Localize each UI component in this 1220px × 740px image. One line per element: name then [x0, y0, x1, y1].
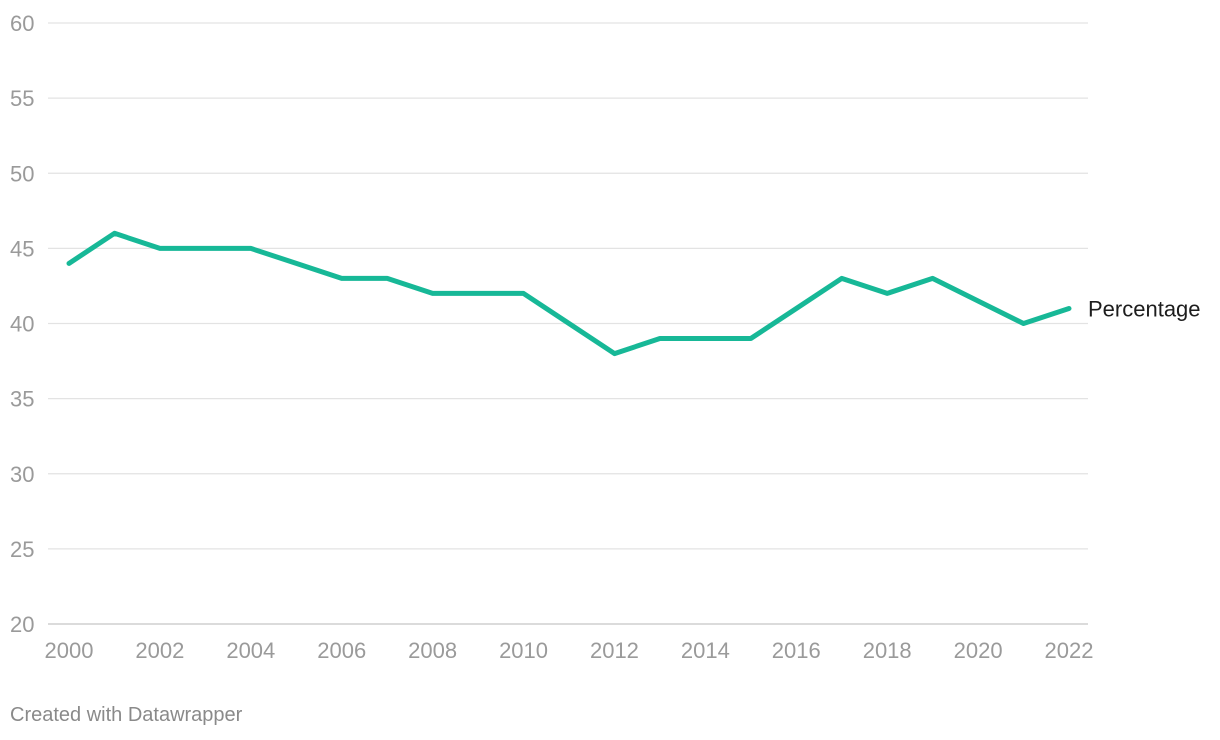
data-point[interactable] [202, 245, 208, 251]
data-point[interactable] [702, 336, 708, 342]
data-point[interactable] [566, 321, 572, 327]
y-tick-label: 35 [10, 387, 34, 412]
series-label: Percentage [1088, 296, 1201, 321]
y-tick-label: 45 [10, 236, 34, 261]
data-point[interactable] [1021, 321, 1027, 327]
x-tick-label: 2000 [45, 638, 94, 663]
x-tick-label: 2008 [408, 638, 457, 663]
x-tick-label: 2014 [681, 638, 730, 663]
x-tick-label: 2022 [1045, 638, 1094, 663]
x-tick-label: 2010 [499, 638, 548, 663]
data-point[interactable] [248, 245, 254, 251]
data-point[interactable] [157, 245, 163, 251]
data-point[interactable] [748, 336, 754, 342]
data-point[interactable] [657, 336, 663, 342]
data-point[interactable] [293, 260, 299, 266]
series-line[interactable] [66, 230, 1072, 357]
data-point[interactable] [839, 275, 845, 281]
data-point[interactable] [793, 305, 799, 311]
data-point[interactable] [975, 298, 981, 304]
x-tick-label: 2012 [590, 638, 639, 663]
series-layer: Percentage [66, 230, 1201, 357]
data-point[interactable] [884, 290, 890, 296]
y-tick-label: 40 [10, 312, 34, 337]
data-point[interactable] [475, 290, 481, 296]
y-tick-label: 50 [10, 161, 34, 186]
x-tick-label: 2004 [226, 638, 275, 663]
data-point[interactable] [930, 275, 936, 281]
y-tick-label: 20 [10, 612, 34, 637]
data-point[interactable] [611, 351, 617, 357]
data-point[interactable] [1066, 305, 1072, 311]
x-tick-label: 2020 [954, 638, 1003, 663]
data-point[interactable] [384, 275, 390, 281]
data-point[interactable] [66, 260, 72, 266]
data-point[interactable] [430, 290, 436, 296]
data-point[interactable] [521, 290, 527, 296]
footer-credit[interactable]: Created with Datawrapper [10, 704, 243, 726]
data-point[interactable] [111, 230, 117, 236]
y-tick-label: 30 [10, 462, 34, 487]
y-tick-label: 55 [10, 86, 34, 111]
x-tick-label: 2006 [317, 638, 366, 663]
x-tick-label: 2002 [135, 638, 184, 663]
data-point[interactable] [339, 275, 345, 281]
y-tick-label: 60 [10, 11, 34, 36]
y-axis-ticks: 20 25 30 35 40 45 50 55 60 [10, 11, 34, 637]
x-axis-ticks: 2000 2002 2004 2006 2008 2010 2012 2014 2016 2018… [45, 638, 1094, 663]
y-tick-label: 25 [10, 537, 34, 562]
x-tick-label: 2018 [863, 638, 912, 663]
x-tick-label: 2016 [772, 638, 821, 663]
